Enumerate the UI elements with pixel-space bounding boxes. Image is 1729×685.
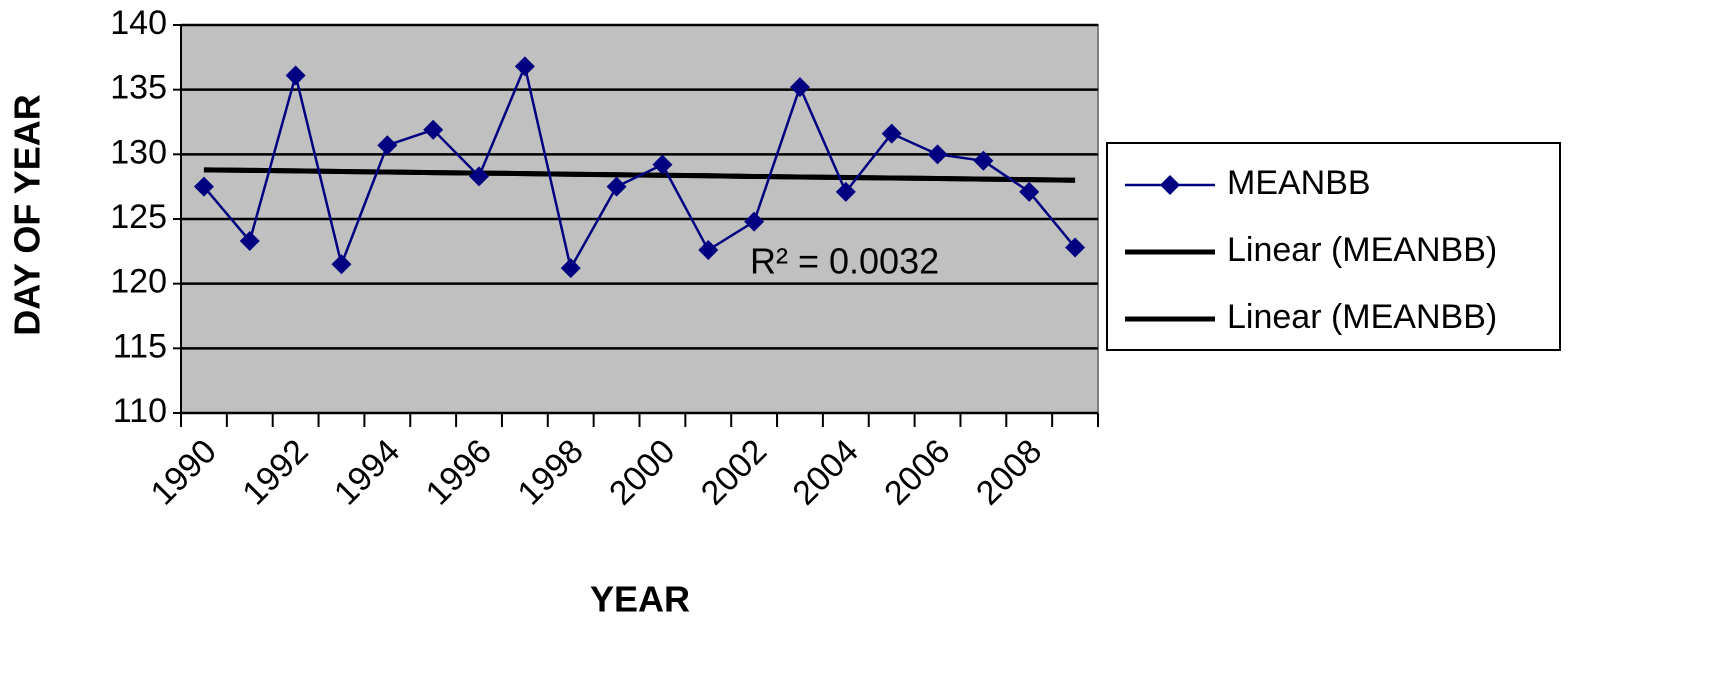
y-axis-label: DAY OF YEAR: [7, 94, 48, 335]
marker: [652, 154, 673, 175]
marker: [1019, 181, 1040, 202]
y-tick-label: 115: [113, 327, 167, 365]
marker: [560, 258, 581, 279]
legend-marker: [1160, 175, 1180, 195]
marker: [881, 123, 902, 144]
x-tick-label: 1994: [327, 432, 407, 512]
marker: [239, 230, 260, 251]
y-tick-label: 140: [110, 4, 167, 42]
marker: [193, 176, 214, 197]
x-tick-label: 2004: [785, 432, 865, 512]
marker: [927, 144, 948, 165]
x-axis-label: YEAR: [590, 579, 690, 620]
marker: [835, 181, 856, 202]
x-tick-label: 2002: [694, 432, 774, 512]
x-tick-label: 1996: [419, 432, 499, 512]
marker: [1065, 237, 1086, 258]
legend-label: Linear (MEANBB): [1227, 298, 1497, 336]
legend-box: [1106, 142, 1561, 351]
marker: [789, 77, 810, 98]
marker: [377, 135, 398, 156]
y-tick-label: 125: [110, 198, 167, 236]
marker: [744, 211, 765, 232]
annotation: R² = 0.0032: [750, 241, 939, 282]
marker: [285, 65, 306, 86]
y-tick-label: 110: [113, 392, 167, 430]
x-tick-label: 2008: [969, 432, 1049, 512]
marker: [331, 254, 352, 275]
x-tick-label: 1992: [235, 432, 315, 512]
x-tick-label: 2000: [602, 432, 682, 512]
y-tick-label: 130: [110, 133, 167, 171]
x-tick-label: 1990: [144, 432, 224, 512]
marker: [698, 240, 719, 261]
marker: [469, 166, 490, 187]
series-line: [202, 62, 1077, 272]
marker: [606, 176, 627, 197]
legend-label: Linear (MEANBB): [1227, 231, 1497, 269]
y-tick-label: 135: [110, 69, 167, 107]
marker: [973, 150, 994, 171]
y-tick-label: 120: [110, 263, 167, 301]
marker: [423, 119, 444, 140]
x-tick-label: 2006: [877, 432, 957, 512]
legend-label: MEANBB: [1227, 164, 1371, 202]
x-tick-label: 1998: [510, 432, 590, 512]
marker: [514, 56, 535, 77]
